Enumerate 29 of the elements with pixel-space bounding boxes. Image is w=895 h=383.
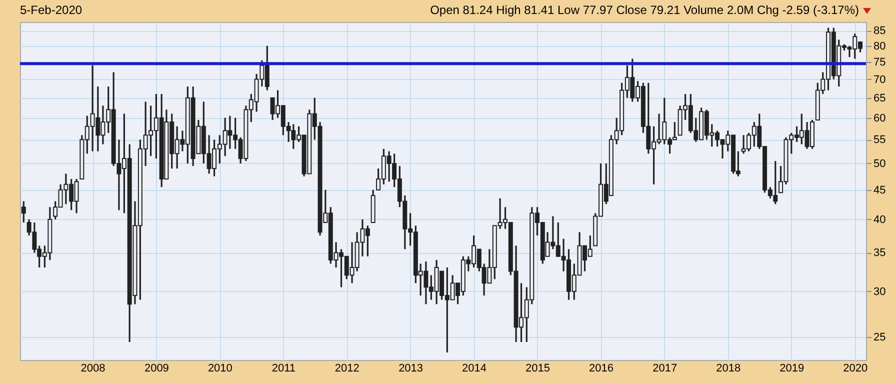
- x-tick-label: 2008: [80, 362, 106, 374]
- y-tick-label: 75: [874, 56, 886, 69]
- y-tick-label: 35: [874, 247, 886, 260]
- x-tick-label: 2011: [272, 362, 296, 374]
- x-tick-label: 2017: [652, 362, 678, 374]
- y-tick-label: 55: [874, 134, 886, 146]
- candlestick: [21, 200, 26, 224]
- y-tick-label: 85: [874, 25, 886, 38]
- y-tick-label: 65: [874, 92, 886, 104]
- x-tick-label: 2014: [462, 362, 487, 374]
- y-tick-label: 30: [874, 286, 886, 298]
- x-tick-label: 2018: [716, 362, 741, 374]
- y-tick-label: 45: [874, 184, 886, 196]
- chart-title: 5-Feb-2020: [20, 3, 82, 17]
- x-tick-label: 2012: [334, 362, 360, 374]
- x-tick-label: 2019: [780, 362, 804, 374]
- text: Open 81.24 High 81.41 Low 77.97 Close 79.21 Volume 2.0M Chg -2.59 (-3.17%): [430, 3, 859, 17]
- x-tick-label: 2009: [144, 362, 169, 374]
- y-tick-label: 25: [874, 331, 886, 344]
- y-tick-label: 80: [874, 40, 886, 52]
- y-tick-label: 60: [874, 112, 886, 124]
- x-tick-label: 2010: [208, 362, 232, 374]
- y-tick-label: 40: [874, 214, 886, 226]
- x-tick-label: 2020: [843, 362, 868, 374]
- x-tick-label: 2013: [398, 362, 424, 374]
- y-tick-label: 50: [874, 158, 886, 170]
- x-tick-label: 2016: [589, 362, 614, 374]
- x-tick-label: 2015: [526, 362, 550, 374]
- y-tick-label: 70: [874, 74, 886, 86]
